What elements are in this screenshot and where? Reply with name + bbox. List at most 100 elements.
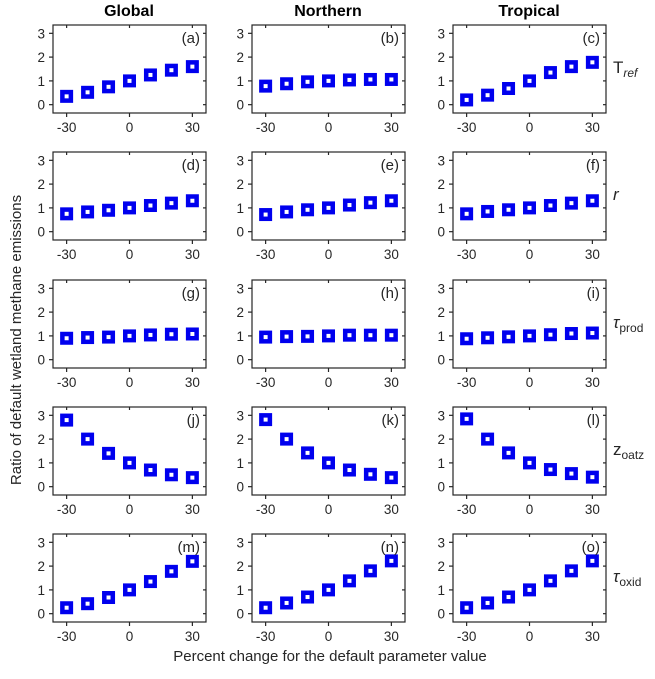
data-marker-center bbox=[464, 211, 469, 216]
x-tick-label: 30 bbox=[585, 502, 600, 517]
x-tick-label: 30 bbox=[384, 247, 399, 262]
data-marker-center bbox=[263, 417, 268, 422]
panel-letter: (g) bbox=[182, 285, 200, 302]
y-tick-label: 3 bbox=[437, 26, 445, 41]
data-marker-center bbox=[106, 595, 111, 600]
data-marker-center bbox=[527, 333, 532, 338]
y-tick-label: 1 bbox=[37, 329, 45, 344]
y-tick-label: 1 bbox=[236, 201, 244, 216]
y-tick-label: 2 bbox=[37, 50, 45, 65]
x-tick-label: 30 bbox=[185, 629, 200, 644]
data-marker-center bbox=[190, 64, 195, 69]
data-marker-center bbox=[569, 331, 574, 336]
row-label-r: r bbox=[613, 185, 619, 205]
data-marker-center bbox=[389, 77, 394, 82]
y-tick-label: 2 bbox=[236, 559, 244, 574]
data-marker-center bbox=[263, 335, 268, 340]
column-header-tropical: Tropical bbox=[498, 3, 560, 20]
data-marker-center bbox=[284, 81, 289, 86]
y-tick-label: 0 bbox=[37, 353, 45, 368]
y-tick-label: 1 bbox=[437, 201, 445, 216]
data-marker-center bbox=[590, 60, 595, 65]
y-tick-label: 0 bbox=[236, 607, 244, 622]
y-tick-label: 2 bbox=[236, 432, 244, 447]
x-tick-label: -30 bbox=[57, 120, 77, 135]
panel-d: -30 0 30 0 1 2 3 (d) bbox=[37, 151, 207, 262]
x-tick-label: 30 bbox=[585, 120, 600, 135]
row-label-main: z bbox=[613, 440, 622, 459]
y-tick-label: 2 bbox=[37, 432, 45, 447]
x-tick-label: 0 bbox=[526, 375, 534, 390]
x-tick-label: 30 bbox=[185, 120, 200, 135]
data-marker-center bbox=[569, 201, 574, 206]
y-tick-label: 1 bbox=[437, 456, 445, 471]
panel-e: -30 0 30 0 1 2 3 (e) bbox=[236, 151, 406, 262]
panel-letter: (c) bbox=[583, 30, 601, 47]
panel-g: -30 0 30 0 1 2 3 (g) bbox=[37, 279, 207, 390]
y-tick-label: 1 bbox=[437, 329, 445, 344]
panel-letter: (o) bbox=[582, 539, 600, 556]
y-tick-label: 3 bbox=[236, 535, 244, 550]
data-marker-center bbox=[169, 68, 174, 73]
y-tick-label: 0 bbox=[236, 225, 244, 240]
data-marker-center bbox=[368, 77, 373, 82]
data-marker-center bbox=[169, 472, 174, 477]
panel-letter: (e) bbox=[381, 157, 399, 174]
y-tick-label: 1 bbox=[437, 74, 445, 89]
row-label-main: r bbox=[613, 185, 619, 204]
x-tick-label: 0 bbox=[325, 120, 333, 135]
panel-letter: (b) bbox=[381, 30, 399, 47]
axes-box bbox=[452, 151, 607, 241]
data-marker-center bbox=[590, 331, 595, 336]
y-tick-label: 2 bbox=[236, 50, 244, 65]
x-tick-label: 0 bbox=[526, 120, 534, 135]
y-tick-label: 2 bbox=[236, 177, 244, 192]
data-marker-center bbox=[85, 335, 90, 340]
panel-letter: (k) bbox=[382, 412, 400, 429]
data-marker-center bbox=[127, 78, 132, 83]
data-marker-center bbox=[347, 203, 352, 208]
data-marker-center bbox=[368, 568, 373, 573]
data-marker-center bbox=[85, 437, 90, 442]
y-tick-label: 3 bbox=[37, 281, 45, 296]
y-tick-label: 3 bbox=[37, 153, 45, 168]
data-marker-center bbox=[347, 333, 352, 338]
data-marker-center bbox=[305, 334, 310, 339]
data-marker-center bbox=[284, 437, 289, 442]
panel-letter: (f) bbox=[586, 157, 600, 174]
x-tick-label: 30 bbox=[185, 375, 200, 390]
x-tick-label: -30 bbox=[57, 502, 77, 517]
data-marker-center bbox=[347, 578, 352, 583]
x-tick-label: -30 bbox=[256, 247, 276, 262]
data-marker-center bbox=[305, 79, 310, 84]
data-marker-center bbox=[368, 472, 373, 477]
data-marker-center bbox=[506, 595, 511, 600]
data-marker-center bbox=[169, 201, 174, 206]
data-marker-center bbox=[190, 475, 195, 480]
data-marker-center bbox=[263, 212, 268, 217]
x-tick-label: 0 bbox=[126, 247, 134, 262]
panel-n: -30 0 30 0 1 2 3 (n) bbox=[236, 533, 406, 644]
y-tick-label: 0 bbox=[437, 98, 445, 113]
y-tick-label: 1 bbox=[37, 583, 45, 598]
y-tick-label: 0 bbox=[37, 480, 45, 495]
data-marker-center bbox=[506, 450, 511, 455]
data-marker-center bbox=[106, 208, 111, 213]
y-tick-label: 3 bbox=[236, 281, 244, 296]
data-marker-center bbox=[485, 209, 490, 214]
data-marker-center bbox=[85, 90, 90, 95]
row-label-Tref: Tref bbox=[613, 58, 637, 80]
data-marker-center bbox=[305, 450, 310, 455]
x-tick-label: 30 bbox=[185, 502, 200, 517]
x-tick-label: 30 bbox=[585, 247, 600, 262]
x-tick-label: 30 bbox=[384, 502, 399, 517]
data-marker-center bbox=[64, 605, 69, 610]
x-tick-label: 0 bbox=[325, 629, 333, 644]
data-marker-center bbox=[548, 578, 553, 583]
axes-box bbox=[52, 406, 207, 496]
x-tick-label: -30 bbox=[457, 247, 477, 262]
data-marker-center bbox=[590, 198, 595, 203]
y-tick-label: 3 bbox=[236, 26, 244, 41]
data-marker-center bbox=[527, 587, 532, 592]
data-marker-center bbox=[263, 605, 268, 610]
